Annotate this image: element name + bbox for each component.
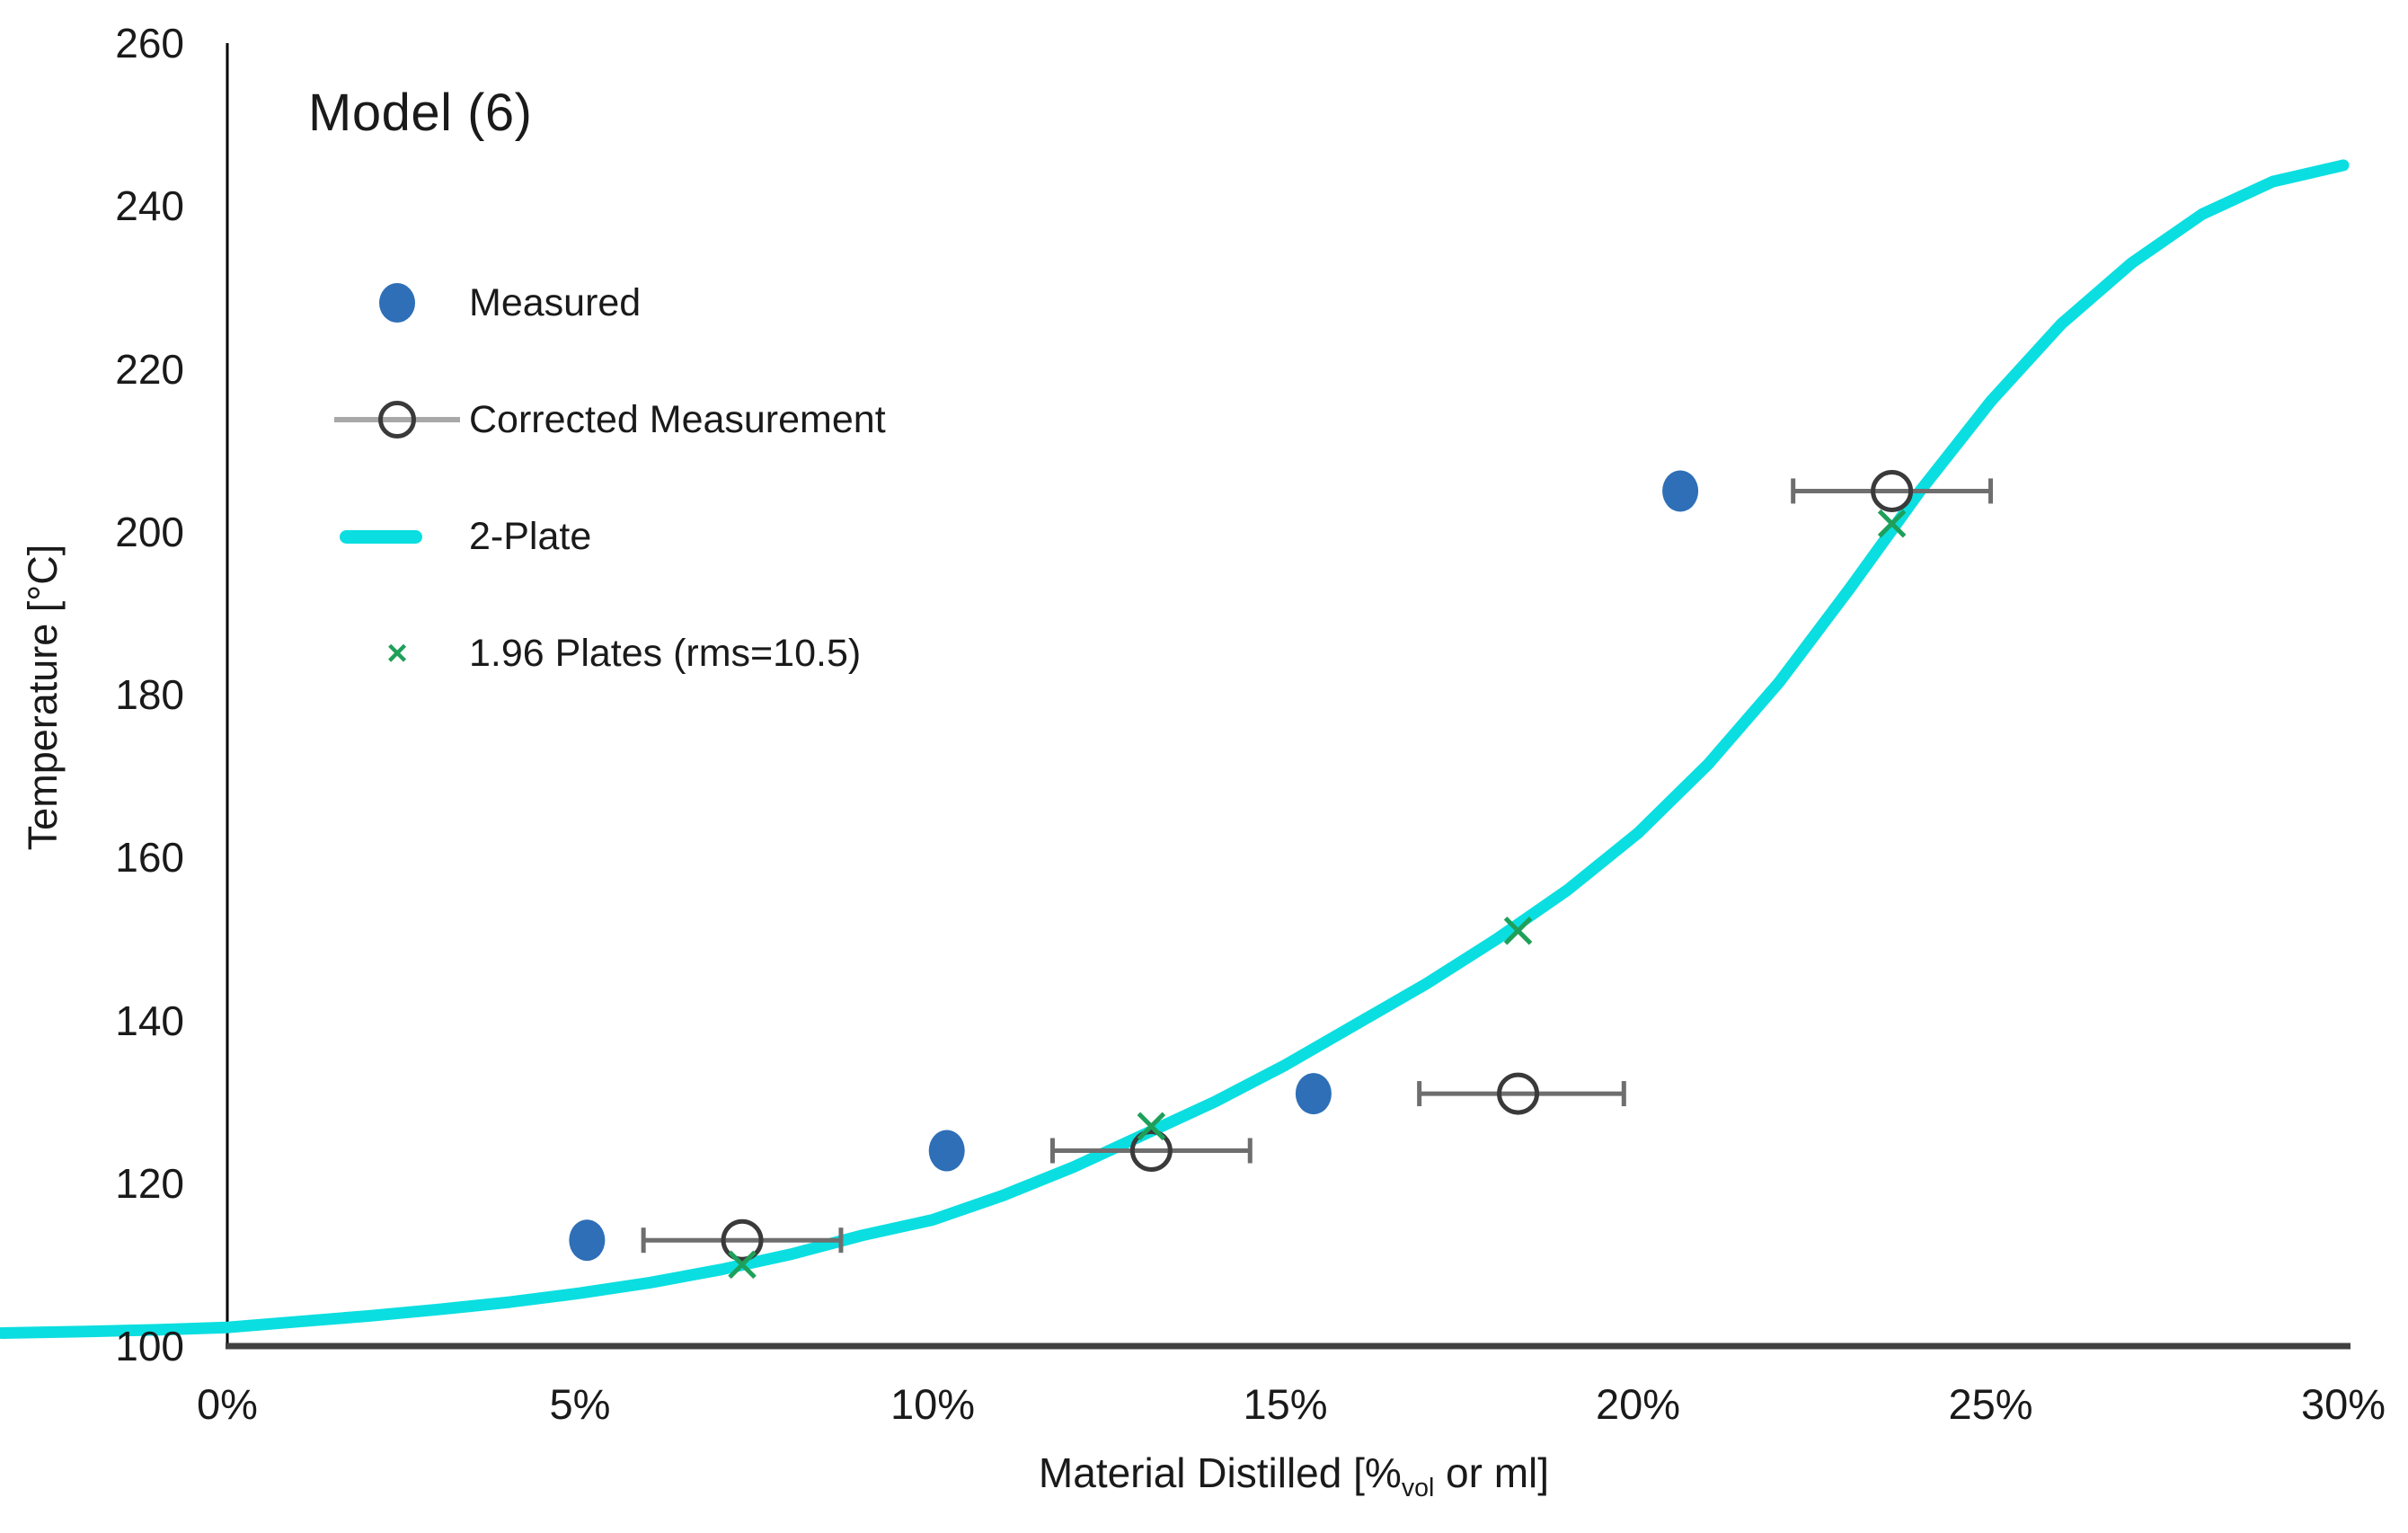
y-tick-label: 240	[115, 182, 184, 230]
legend-item-196-plates: × 1.96 Plates (rms=10.5)	[334, 632, 886, 675]
data-point-196-plates	[1503, 917, 1533, 945]
data-point-measured	[1295, 1073, 1332, 1115]
x-axis-title-subscript: vol	[1401, 1474, 1435, 1503]
data-point-196-plates	[1137, 1112, 1166, 1141]
y-tick-label: 100	[115, 1323, 184, 1369]
y-tick-label: 120	[115, 1159, 184, 1207]
x-tick-label: 15%	[1243, 1380, 1328, 1428]
open-circle-icon	[378, 401, 416, 439]
plates196-marker-box: ×	[334, 635, 460, 671]
data-point-corrected-measurement	[1129, 1130, 1173, 1172]
y-tick-label: 180	[115, 671, 184, 718]
legend-label: Corrected Measurement	[469, 397, 886, 441]
x-tick-label: 5%	[549, 1380, 611, 1428]
data-point-corrected-measurement	[1497, 1072, 1540, 1115]
legend-item-2-plate: 2-Plate	[334, 515, 886, 558]
y-tick-label: 200	[115, 508, 184, 555]
legend-label: 2-Plate	[469, 514, 592, 558]
data-point-196-plates	[728, 1250, 757, 1280]
x-tick-label: 30%	[2300, 1380, 2386, 1428]
y-tick-label: 220	[115, 345, 184, 393]
legend: Measured Corrected Measurement 2-Plate ×…	[334, 281, 886, 675]
data-point-measured	[569, 1219, 606, 1262]
data-point-196-plates	[1877, 509, 1907, 538]
data-point-corrected-measurement	[721, 1218, 764, 1262]
measured-marker-box	[334, 283, 460, 323]
x-axis-title-suffix: or ml]	[1434, 1449, 1550, 1496]
x-axis-title-prefix: Material Distilled [%	[1038, 1449, 1402, 1496]
data-point-measured	[1662, 470, 1699, 512]
x-tick-label: 0%	[197, 1380, 258, 1428]
x-axis-title: Material Distilled [%vol or ml]	[755, 1449, 1833, 1503]
legend-label: 1.96 Plates (rms=10.5)	[469, 631, 862, 675]
y-tick-label: 260	[115, 20, 184, 66]
model-curve-2-plate	[0, 159, 2350, 1339]
x-marker-icon: ×	[386, 634, 408, 673]
data-point-measured	[928, 1130, 965, 1172]
corrected-marker-box	[334, 401, 460, 439]
plate-marker-box	[334, 529, 460, 544]
x-tick-label: 20%	[1595, 1380, 1681, 1428]
legend-item-corrected-measurement: Corrected Measurement	[334, 398, 886, 441]
data-point-corrected-measurement	[1871, 469, 1914, 512]
y-tick-label: 140	[115, 997, 184, 1044]
legend-label: Measured	[469, 280, 642, 324]
y-tick-label: 160	[115, 834, 184, 882]
filled-circle-icon	[379, 283, 415, 323]
legend-item-measured: Measured	[334, 281, 886, 324]
x-tick-label: 25%	[1948, 1380, 2033, 1428]
x-tick-label: 10%	[890, 1380, 976, 1428]
chart-title: Model (6)	[308, 84, 533, 142]
line-swatch-icon	[340, 529, 422, 544]
